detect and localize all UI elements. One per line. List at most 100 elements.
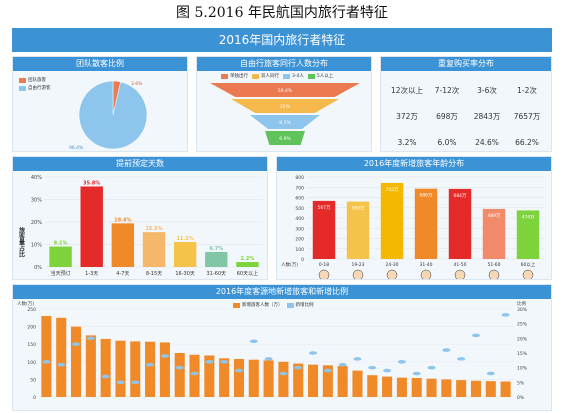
y-tick-label: 150 (27, 342, 36, 348)
rate-marker (309, 351, 318, 355)
data-label: 15.5% (145, 226, 162, 232)
rate-marker (279, 371, 288, 376)
y-tick-label: 100 (295, 247, 304, 253)
bar (482, 208, 506, 259)
bar (236, 262, 259, 267)
data-label: 11.1% (176, 236, 193, 242)
data-label: 19.4% (114, 217, 131, 223)
bar (485, 381, 496, 397)
bar (337, 366, 348, 397)
avatar-icon (318, 269, 330, 279)
bar (500, 381, 511, 397)
pie-label: 3.6% (131, 81, 143, 87)
team-ratio-panel: 团队散客比例 团队旅客 自由行游客 3.6% 96.4% (12, 56, 188, 152)
companion-legend: 单独出行 双人同行 3-4人 5人以上 (221, 73, 333, 79)
bar (441, 379, 452, 397)
bar (516, 210, 540, 259)
y-tick-label: 50 (30, 377, 36, 383)
table-row: 12次以上 7-12次 3-6次 1-2次 (387, 77, 547, 103)
y-tick-label: 10% (31, 243, 42, 249)
legend-item: 5人以上 (307, 73, 333, 79)
bar (173, 242, 197, 267)
y-tick-label: 200 (27, 325, 36, 331)
y-tick-label: 400 (295, 216, 304, 222)
rate-marker (57, 362, 66, 367)
rate-marker (294, 365, 303, 370)
data-label: 567万 (317, 205, 331, 211)
rate-marker (205, 360, 214, 364)
funnel-label: 6.9% (279, 136, 291, 142)
bar (115, 340, 126, 397)
rate-marker (338, 362, 347, 367)
table-cell: 3.2% (397, 137, 417, 147)
avatar-icon (420, 269, 432, 279)
figure-title: 图 5.2016 年民航国内旅行者特征 (176, 5, 388, 21)
bar (367, 375, 378, 397)
x-tick-label: 当天预订 (51, 270, 71, 277)
companion-title: 自由行旅客同行人数分布 (197, 57, 371, 71)
bar (219, 358, 230, 397)
bar (142, 232, 166, 267)
pie-label: 96.4% (69, 145, 84, 151)
bar (396, 377, 407, 397)
y-tick-label-right: 25% (517, 322, 528, 328)
data-label: 474万 (521, 214, 535, 220)
rate-marker (486, 371, 495, 376)
repeat-table: 12次以上 7-12次 3-6次 1-2次 372万 698万 2843万 76… (387, 77, 547, 151)
companion-funnel: 59.4% 25% 8.1% 6.9% (210, 83, 360, 145)
y-tick-label: 800 (295, 175, 304, 181)
y-tick-label-right: 20% (517, 336, 528, 342)
age-panel: 2016年度新增旅客年龄分布 0 100 200 300 400 500 600 700 800… (276, 156, 552, 280)
avatar-icon (352, 269, 364, 279)
funnel-segment (265, 131, 305, 145)
rate-marker (368, 365, 377, 370)
bar (80, 186, 103, 267)
table-cell: 3-6次 (477, 85, 497, 95)
rate-marker (501, 313, 510, 317)
repeat-panel: 重复购买率分布 12次以上 7-12次 3-6次 1-2次 372万 698万 … (380, 56, 552, 152)
rate-marker (72, 342, 81, 346)
bar (159, 342, 170, 397)
table-cell: 7657万 (513, 111, 541, 121)
y-tick-label: 40% (31, 175, 42, 181)
data-label: 560万 (351, 206, 365, 212)
rate-marker (412, 371, 421, 376)
bar (56, 317, 67, 397)
bar (145, 341, 156, 397)
rate-marker (442, 348, 451, 352)
rate-marker (42, 360, 51, 364)
data-label: 686万 (419, 193, 433, 199)
rate-marker (190, 371, 199, 376)
x-tick-label: 41-50 (453, 262, 466, 268)
x-tick-label: 51-60 (487, 262, 500, 268)
funnel-label: 25% (280, 104, 291, 110)
bar (456, 380, 467, 397)
x-tick-label: 4-7天 (116, 271, 129, 277)
y-tick-label: 700 (295, 185, 304, 191)
bar (263, 360, 274, 397)
rate-marker (101, 374, 110, 379)
rate-marker (175, 365, 184, 370)
legend-item: 3-4人 (283, 73, 304, 79)
legend-item: 新增比例 (286, 302, 314, 308)
bar (382, 376, 393, 397)
y-tick-label: 300 (295, 226, 304, 232)
table-cell: 698万 (436, 111, 458, 121)
y-tick-label-right: 30% (517, 307, 528, 313)
rate-marker (146, 362, 155, 367)
age-chart: 0 100 200 300 400 500 600 700 800 567万 0-18 560万 19-… (281, 175, 545, 279)
source-legend: 新增旅客人数（万） 新增比例 (233, 302, 314, 308)
x-tick-label: 19-23 (351, 262, 364, 268)
table-cell: 1-2次 (517, 85, 537, 95)
team-ratio-title: 团队散客比例 (13, 57, 187, 71)
age-title: 2016年度新增旅客年龄分布 (277, 157, 551, 171)
x-tick-label: 60天以上 (237, 270, 258, 277)
data-label: 684万 (453, 193, 467, 199)
x-axis-prefix: 人数(万) (281, 261, 298, 268)
data-label: 6.7% (209, 246, 223, 252)
rate-marker (383, 368, 392, 373)
bar (346, 201, 370, 259)
rate-marker (457, 357, 466, 361)
avatar-icon (488, 269, 500, 279)
source-title: 2016年度客源地新增旅客和新增比例 (13, 285, 551, 299)
